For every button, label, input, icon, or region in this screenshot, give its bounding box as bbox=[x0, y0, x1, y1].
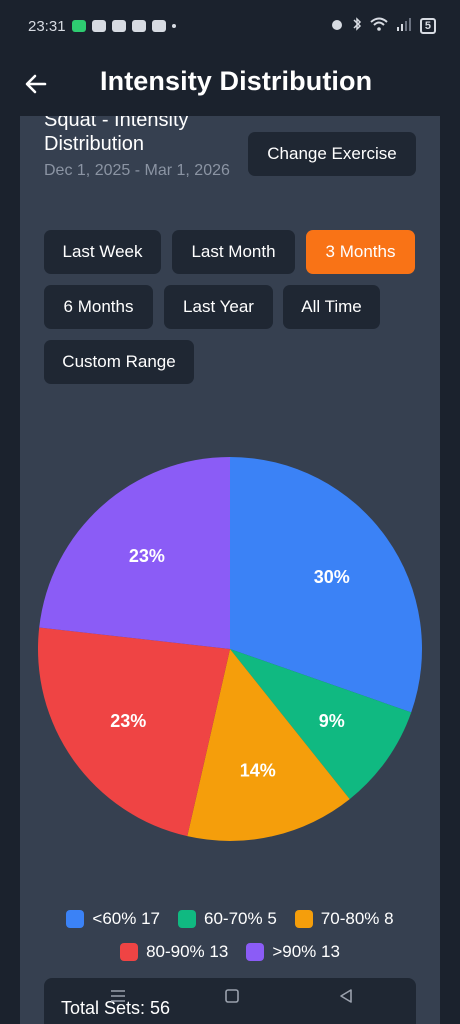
range-last-month-button[interactable]: Last Month bbox=[172, 230, 295, 274]
youtube-icon bbox=[131, 20, 146, 32]
pie-slice-label-4: 23% bbox=[129, 546, 165, 566]
legend-item: 80-90% 13 bbox=[120, 942, 228, 962]
square-icon bbox=[225, 989, 239, 1003]
legend-item: 70-80% 8 bbox=[294, 908, 394, 929]
range-last-year-button[interactable]: Last Year bbox=[164, 285, 273, 329]
legend-swatch bbox=[178, 909, 197, 928]
legend-label: 60-70% 5 bbox=[204, 908, 277, 928]
header-row: Squat - Intensity Distribution Dec 1, 20… bbox=[44, 116, 416, 208]
pie-chart-svg: 30% 9% 14% 23% 23% bbox=[37, 457, 422, 841]
triangle-back-icon bbox=[340, 989, 352, 1003]
status-bar: 23:31 5 bbox=[0, 0, 460, 52]
more-notifications-icon bbox=[171, 24, 176, 28]
back-nav-button[interactable] bbox=[336, 986, 356, 1006]
instagram-icon bbox=[91, 20, 106, 32]
pie-slice-label-2: 14% bbox=[240, 761, 276, 781]
pie-slice-label-3: 23% bbox=[110, 711, 146, 731]
range-6-months-button[interactable]: 6 Months bbox=[44, 285, 153, 329]
legend-label: 80-90% 13 bbox=[146, 941, 229, 961]
pie-slice-label-1: 9% bbox=[319, 711, 345, 731]
status-time: 23:31 bbox=[28, 17, 66, 35]
battery-icon: 5 bbox=[419, 18, 436, 34]
legend-label: >90% 13 bbox=[272, 941, 340, 961]
page-title: Intensity Distribution bbox=[100, 66, 373, 96]
range-last-week-button[interactable]: Last Week bbox=[44, 230, 161, 274]
youtube-icon bbox=[111, 20, 126, 32]
bluetooth-icon bbox=[352, 17, 362, 35]
youtube-icon bbox=[151, 20, 166, 32]
range-all-time-button[interactable]: All Time bbox=[283, 285, 380, 329]
legend-item: 60-70% 5 bbox=[178, 909, 277, 929]
date-range: Dec 1, 2025 - Mar 1, 2026 bbox=[44, 162, 230, 179]
recent-apps-button[interactable] bbox=[108, 986, 128, 1006]
range-3-months-button[interactable]: 3 Months bbox=[306, 230, 415, 274]
range-custom-button[interactable]: Custom Range bbox=[44, 340, 194, 384]
legend-item: >90% 13 bbox=[246, 942, 340, 962]
legend-label: <60% 17 bbox=[92, 908, 161, 928]
menu-icon bbox=[111, 990, 125, 1002]
legend-swatch bbox=[120, 942, 139, 961]
pie-slice-0 bbox=[230, 457, 422, 713]
intensity-pie-chart: 30% 9% 14% 23% 23% bbox=[37, 456, 423, 842]
legend-swatch bbox=[66, 909, 85, 928]
pie-slice-4 bbox=[39, 457, 230, 649]
status-right: 5 bbox=[330, 17, 436, 35]
arrow-left-icon bbox=[25, 74, 47, 94]
legend-row: 80-90% 13 >90% 13 bbox=[20, 935, 440, 968]
home-button[interactable] bbox=[222, 986, 242, 1006]
signal-icon bbox=[396, 17, 412, 35]
legend-swatch bbox=[294, 909, 313, 928]
chart-legend: <60% 17 60-70% 5 70-80% 8 80-90% 13 >90%… bbox=[20, 902, 440, 968]
pie-slice-label-0: 30% bbox=[314, 567, 350, 587]
pie-slice-1 bbox=[230, 649, 412, 800]
legend-label: 70-80% 8 bbox=[320, 908, 394, 928]
app-bar: Intensity Distribution bbox=[0, 52, 460, 116]
legend-row: <60% 17 60-70% 5 70-80% 8 bbox=[20, 902, 440, 935]
alarm-icon bbox=[330, 17, 344, 35]
total-sets: Total Sets: 56 bbox=[61, 998, 171, 1018]
system-nav-bar bbox=[0, 980, 460, 1024]
app-notification-icon bbox=[71, 20, 86, 32]
exercise-title: Squat - Intensity Distribution bbox=[44, 116, 189, 155]
pie-slice-3 bbox=[37, 627, 230, 837]
content-card: Squat - Intensity Distribution Dec 1, 20… bbox=[20, 116, 440, 1024]
status-left: 23:31 bbox=[28, 18, 176, 35]
change-exercise-button[interactable]: Change Exercise bbox=[248, 132, 416, 176]
legend-swatch bbox=[246, 942, 265, 961]
back-button[interactable] bbox=[20, 68, 52, 100]
summary-box: Total Sets: 56 bbox=[44, 978, 416, 1024]
pie-slice-2 bbox=[187, 649, 350, 841]
legend-item: <60% 17 bbox=[66, 909, 160, 929]
wifi-icon bbox=[370, 17, 388, 35]
